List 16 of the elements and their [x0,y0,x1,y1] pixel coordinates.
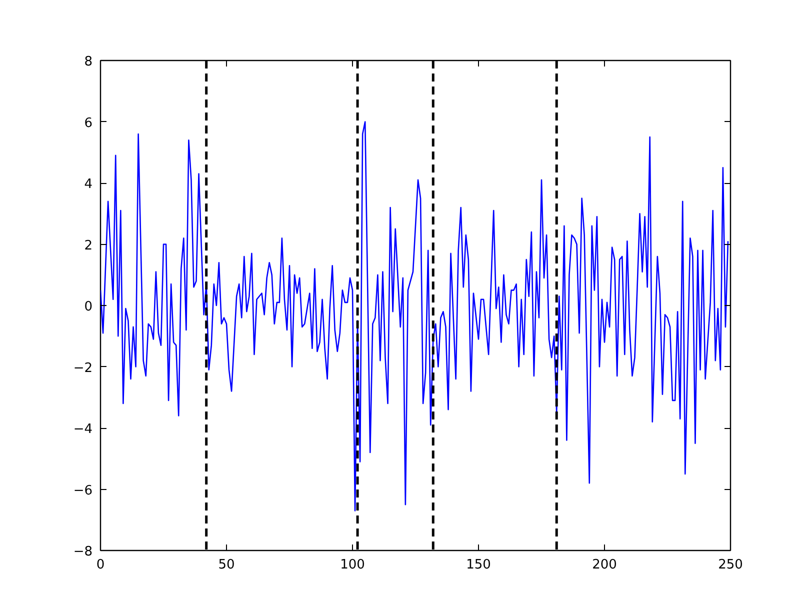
y-tick-label: 6 [84,116,93,131]
x-tick-label: 100 [340,558,365,572]
x-tick-label: 200 [592,558,617,572]
x-tick-label: 150 [466,558,491,572]
x-tick-label: 50 [218,558,235,572]
line-series [100,121,729,512]
y-tick-label: 4 [84,177,93,192]
y-tick-label: 2 [84,238,93,254]
x-tick-label: 0 [96,558,105,572]
y-tick-label: −4 [73,422,93,437]
y-tick-label: −6 [73,483,93,498]
y-tick-label: 8 [84,54,93,70]
x-tick-label: 250 [718,558,743,572]
y-tick-label: 0 [84,300,93,314]
y-tick-label: −8 [73,544,93,560]
y-tick-label: −2 [73,360,93,376]
